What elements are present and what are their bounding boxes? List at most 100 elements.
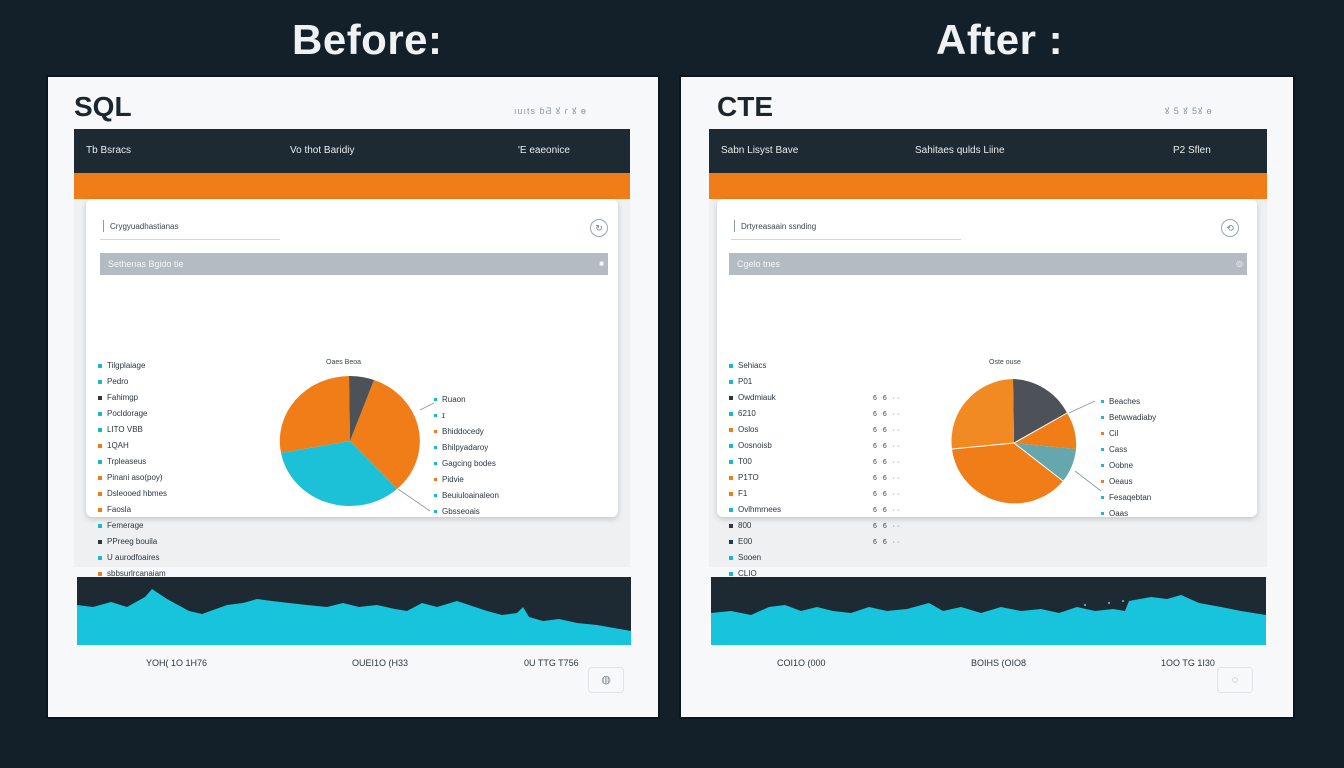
- after-pie-label: Cass: [1101, 445, 1127, 454]
- after-legend-label: Sooen: [738, 553, 762, 562]
- before-heading: Before:: [292, 16, 443, 63]
- after-pie-slice-slate: [1013, 379, 1067, 443]
- after-pie-leaders: [1068, 400, 1102, 492]
- before-pie-slice-orange-right: [350, 380, 420, 489]
- before-nav-item-1[interactable]: Tb Bsracs: [86, 145, 132, 156]
- after-navbar: Sabn Lisyst Bave Sahitaes qulds Liine P2…: [709, 129, 1267, 173]
- before-search-input[interactable]: Crygyuadhastianas: [100, 217, 280, 240]
- after-legend-dot: [729, 571, 733, 576]
- after-pie-label: Beaches: [1101, 397, 1140, 406]
- after-legend-label: Sehiacs: [738, 361, 767, 370]
- after-legend-label: P01: [738, 377, 753, 386]
- before-section-close-icon[interactable]: ■: [599, 259, 604, 268]
- after-legend-label: 6210: [738, 409, 756, 418]
- before-pie-label: Ruaon: [434, 395, 466, 404]
- after-legend-dot: [729, 459, 733, 464]
- after-legend-item[interactable]: E00: [729, 537, 752, 546]
- before-footer-1: YOH( 1O 1H76: [146, 658, 208, 668]
- before-legend-item[interactable]: Pinani aso(poy): [98, 473, 163, 482]
- after-legend-item[interactable]: Oslos: [729, 425, 758, 434]
- before-legend-dot: [98, 443, 102, 448]
- before-legend-dot: [98, 427, 102, 432]
- after-pie-label: Cil: [1101, 429, 1118, 438]
- before-legend-item[interactable]: PPreeg bouila: [98, 537, 157, 546]
- before-legend-dot: [98, 523, 102, 528]
- after-pie-label-dot: [1101, 432, 1104, 436]
- before-legend-item[interactable]: U aurodfoaires: [98, 553, 159, 562]
- before-pie-label-dot: [434, 510, 437, 514]
- after-legend-dot: [729, 395, 733, 400]
- after-search-text: Drtyreasaain ssnding: [741, 222, 817, 231]
- after-legend-item[interactable]: 6210: [729, 409, 756, 418]
- after-legend-item[interactable]: P1TO: [729, 473, 759, 482]
- after-legend-item[interactable]: Sooen: [729, 553, 761, 562]
- before-pie-label: Pidvie: [434, 475, 464, 484]
- before-pie-label-dot: [434, 430, 437, 434]
- before-legend-item[interactable]: Dsleooed hbmes: [98, 489, 167, 498]
- after-footer-1: COI1O (000: [777, 658, 826, 668]
- before-legend-label: Tilgplaiage: [107, 361, 146, 370]
- before-pie-leaders: [397, 402, 435, 512]
- before-legend-label: Pinani aso(poy): [107, 473, 163, 482]
- before-refresh-icon[interactable]: ↻: [590, 219, 608, 237]
- before-nav-item-2[interactable]: Vo thot Baridiy: [290, 145, 355, 156]
- before-legend-item[interactable]: Pedro: [98, 377, 128, 386]
- after-legend-item[interactable]: Owdmiauk: [729, 393, 776, 402]
- after-legend-item[interactable]: CLIO: [729, 569, 757, 578]
- before-pie-slice-cyan: [281, 441, 397, 507]
- before-pie-label-dot: [434, 446, 437, 450]
- after-legend-item[interactable]: 800: [729, 521, 751, 530]
- before-legend-item[interactable]: Fahimgp: [98, 393, 138, 402]
- after-legend-item[interactable]: P01: [729, 377, 752, 386]
- after-legend-item[interactable]: Sehiacs: [729, 361, 766, 370]
- before-pie-slice-orange-left: [279, 376, 350, 453]
- after-legend-label: Oslos: [738, 425, 759, 434]
- after-legend-dot: [729, 523, 733, 528]
- after-pie-chart: [951, 379, 1077, 504]
- before-legend-dot: [98, 539, 102, 544]
- after-legend-label: Ovlhmrnees: [738, 505, 782, 514]
- after-legend-item[interactable]: Oosnoisb: [729, 441, 772, 450]
- after-legend-item[interactable]: Ovlhmrnees: [729, 505, 781, 514]
- after-value-cell: 6 6 ··: [873, 491, 902, 498]
- after-nav-item-2[interactable]: Sahitaes qulds Liine: [915, 145, 1005, 156]
- after-legend-dot: [729, 443, 733, 448]
- before-legend-label: Faosla: [107, 505, 132, 514]
- before-pie-title: Oaes Beoa: [326, 359, 362, 366]
- after-nav-item-3[interactable]: P2 Sflen: [1173, 145, 1211, 156]
- before-legend-label: LITO VBB: [107, 425, 143, 434]
- after-search-input[interactable]: Drtyreasaain ssnding: [731, 217, 961, 240]
- after-value-cell: 6 6 ··: [873, 507, 902, 514]
- before-legend-item[interactable]: sbbsurlrcanaiam: [98, 569, 166, 578]
- before-legend-item[interactable]: Tilgplaiage: [98, 361, 145, 370]
- before-nav-item-3[interactable]: 'E eaeonice: [518, 145, 570, 156]
- after-pie-label: Oeaus: [1101, 477, 1133, 486]
- before-legend-item[interactable]: LITO VBB: [98, 425, 143, 434]
- before-legend-item[interactable]: Faosla: [98, 505, 131, 514]
- before-legend-item[interactable]: Pocldorage: [98, 409, 147, 418]
- after-legend-label: 800: [738, 521, 752, 530]
- after-corner-icon[interactable]: ◌: [1217, 667, 1253, 693]
- after-refresh-icon[interactable]: ⟲: [1221, 219, 1239, 237]
- after-value-cell: 6 6 ··: [873, 523, 902, 530]
- after-area-chart: [711, 577, 1266, 645]
- before-corner-icon[interactable]: ◍: [588, 667, 624, 693]
- after-pie-slice-teal: [1014, 443, 1076, 481]
- before-legend-item[interactable]: Femerage: [98, 521, 143, 530]
- before-legend-label: 1QAH: [107, 441, 129, 450]
- after-legend-item[interactable]: T00: [729, 457, 752, 466]
- after-toolbar-icons[interactable]: ꙋ 5 ꙋ 5ꙋ ɵ: [1165, 106, 1213, 116]
- before-toolbar-icons[interactable]: ıuıtѕ ɓƋ ꙋ ɾ ꙋ ɵ: [514, 106, 587, 116]
- before-legend-item[interactable]: Trpleaseus: [98, 457, 146, 466]
- after-nav-item-1[interactable]: Sabn Lisyst Bave: [721, 145, 799, 156]
- after-legend-dot: [729, 475, 733, 480]
- before-legend-dot: [98, 507, 102, 512]
- before-legend-item[interactable]: 1QAH: [98, 441, 129, 450]
- before-pie-label-dot: [434, 398, 437, 402]
- before-pie-label-dot: [434, 494, 437, 498]
- after-legend-dot: [729, 427, 733, 432]
- after-section-close-icon[interactable]: ◎: [1236, 259, 1243, 268]
- after-legend-label: E00: [738, 537, 753, 546]
- before-legend-dot: [98, 571, 102, 576]
- after-legend-item[interactable]: F1: [729, 489, 747, 498]
